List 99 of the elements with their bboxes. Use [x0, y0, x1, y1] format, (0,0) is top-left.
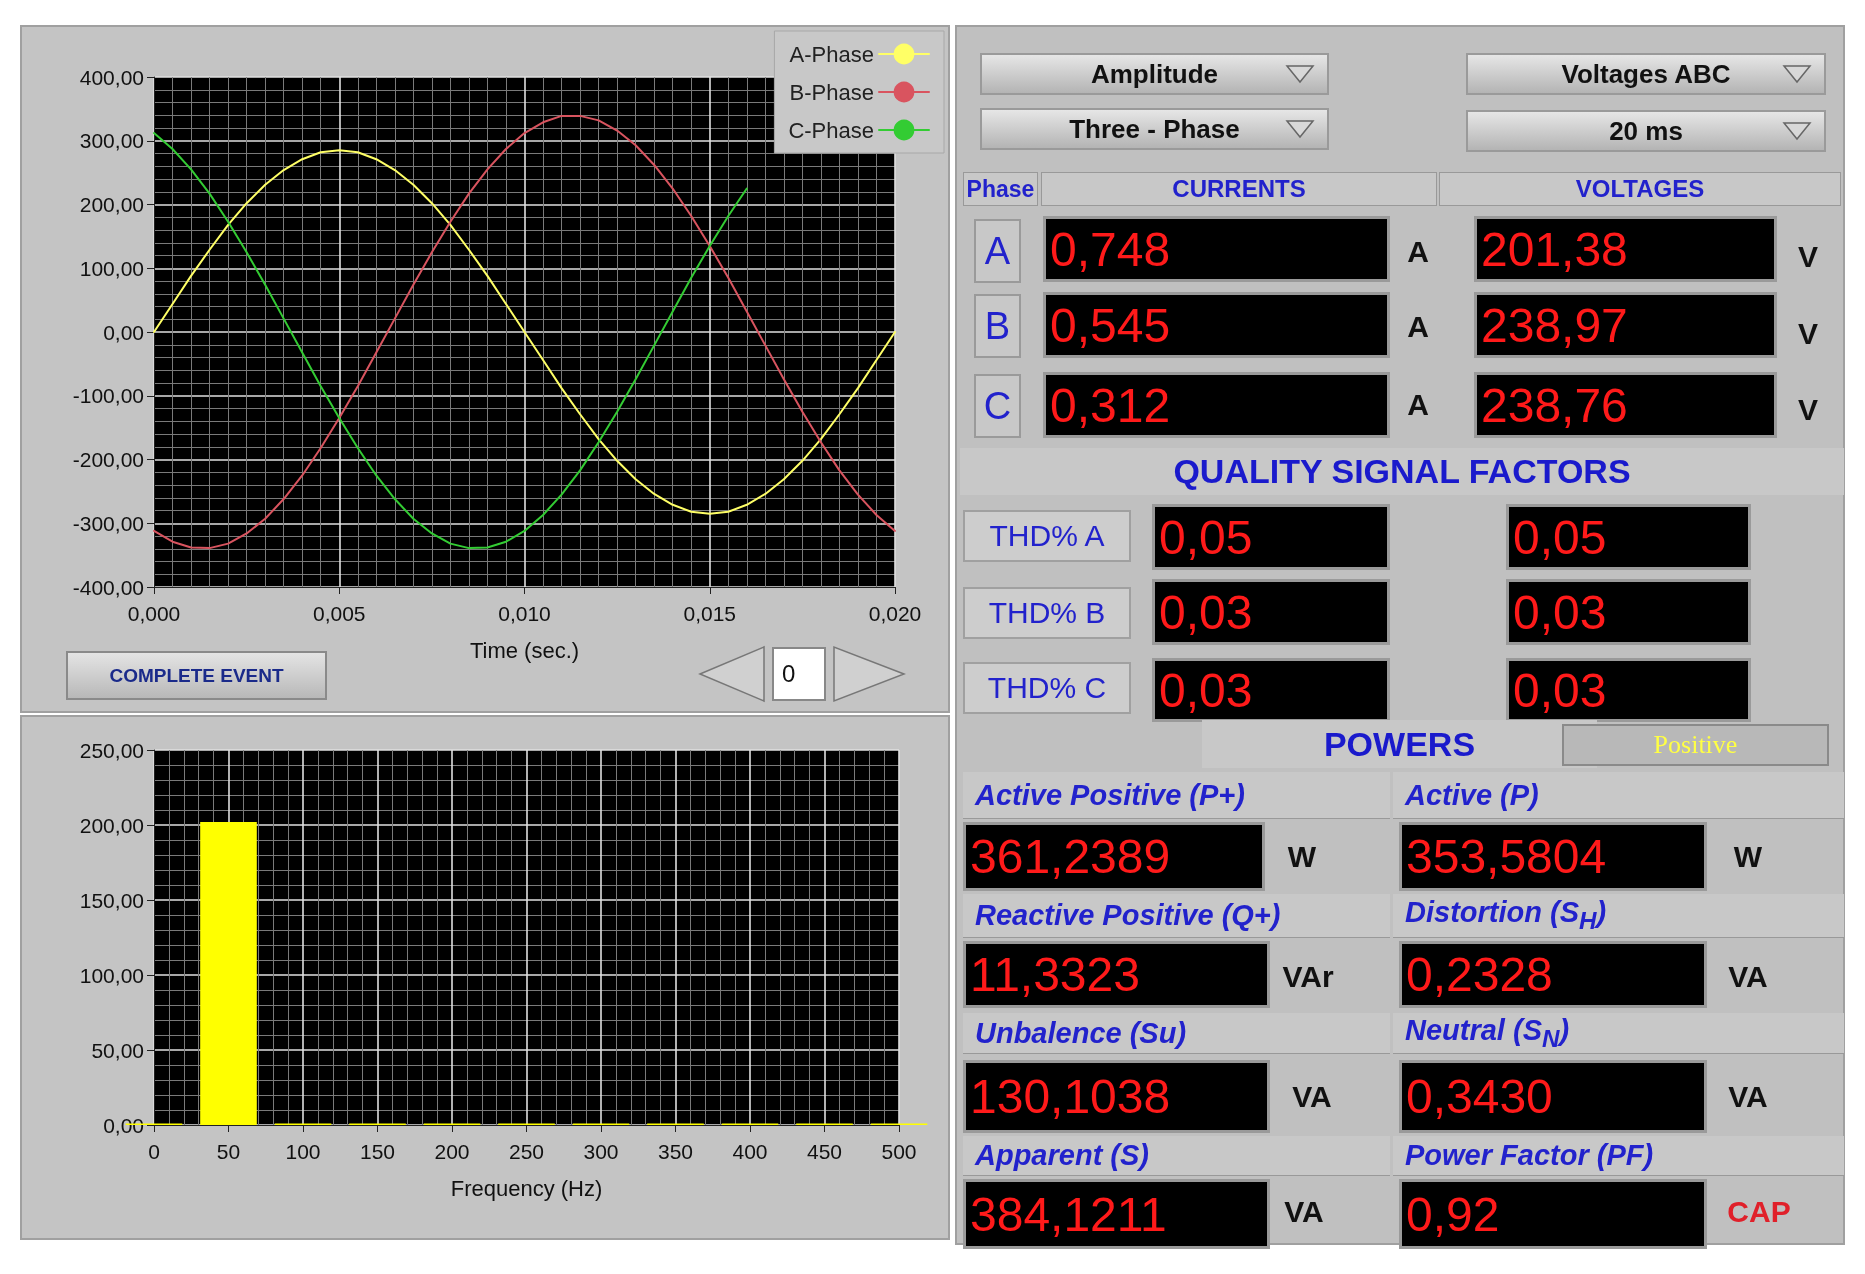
text: Phase	[966, 175, 1035, 203]
x-tick-label: 0,015	[683, 602, 737, 625]
text: 0,92	[1406, 1186, 1500, 1242]
x-tick-label: 0,020	[868, 602, 922, 625]
text: 0,748	[1050, 221, 1171, 277]
text: W	[1287, 840, 1317, 874]
text: Power Factor (PF)	[1405, 1139, 1654, 1172]
text: 0,03	[1513, 662, 1607, 718]
text: 238,97	[1481, 297, 1628, 353]
text: 0	[772, 647, 826, 701]
text: Apparent (S)	[975, 1139, 1149, 1172]
text: QUALITY SIGNAL FACTORS	[1173, 452, 1631, 491]
text: 20 ms	[1609, 115, 1683, 147]
text: 0,3430	[1406, 1069, 1553, 1124]
x-tick-label: 350	[657, 1140, 694, 1163]
y-tick-label: 100,00	[79, 963, 144, 987]
x-tick-label: 200	[434, 1140, 470, 1163]
text: Active (P)	[1405, 778, 1539, 812]
text: VA	[1728, 1080, 1768, 1114]
text: 238,76	[1481, 377, 1628, 433]
legend-label: C-Phase	[788, 117, 874, 143]
text: V	[1797, 240, 1818, 274]
line-series	[153, 132, 748, 550]
text: W	[1733, 840, 1763, 874]
x-tick-label: 100	[285, 1140, 321, 1163]
text: 0,03	[1159, 584, 1253, 640]
y-tick-label: 0,00	[103, 1113, 144, 1137]
x-tick-label: 500	[881, 1140, 917, 1163]
text: VAr	[1282, 960, 1334, 994]
legend-label: A-Phase	[789, 41, 874, 67]
text: Positive	[1653, 730, 1738, 760]
text: 201,38	[1481, 221, 1628, 277]
x-tick-label: 50	[216, 1140, 241, 1163]
text: THD% A	[989, 519, 1105, 553]
x-axis-title: Frequency (Hz)	[450, 1175, 603, 1201]
text: A	[1407, 310, 1429, 344]
text: 361,2389	[970, 829, 1171, 884]
text: 11,3323	[970, 947, 1140, 1002]
text: VA	[1284, 1195, 1324, 1229]
x-tick-label: 300	[583, 1140, 619, 1163]
text: 353,5804	[1406, 829, 1607, 884]
y-tick-label: 200,00	[79, 813, 144, 837]
x-tick-label: 250	[508, 1140, 545, 1163]
line-series	[153, 149, 896, 515]
x-tick-label: 0	[148, 1140, 160, 1163]
text: Voltages ABC	[1561, 58, 1731, 90]
text: A	[984, 229, 1011, 273]
x-tick-label: 0,010	[498, 602, 551, 625]
text: B	[984, 304, 1011, 348]
text: 130,1038	[970, 1069, 1171, 1124]
text: A	[1407, 388, 1429, 422]
text: Three - Phase	[1069, 113, 1240, 145]
text: Reactive Positive (Q+)	[975, 899, 1281, 932]
text: 0,03	[1513, 584, 1607, 640]
text: Distortion (S$_{H}$)	[1405, 896, 1607, 935]
y-tick-label: -100,00	[72, 384, 144, 408]
y-tick-label: 400,00	[79, 65, 144, 89]
x-tick-label: 450	[806, 1140, 843, 1163]
y-tick-label: 100,00	[79, 256, 144, 280]
text: Amplitude	[1090, 58, 1219, 90]
text: C	[983, 384, 1012, 428]
text: 0,03	[1159, 662, 1253, 718]
x-tick-label: 0,000	[127, 602, 181, 625]
text: 384,1211	[970, 1186, 1167, 1242]
text: 0,2328	[1406, 947, 1553, 1002]
x-tick-label: 400	[732, 1140, 768, 1163]
text: CURRENTS	[1172, 175, 1306, 203]
line-series	[153, 114, 896, 550]
y-tick-label: 200,00	[79, 193, 144, 216]
y-tick-label: -400,00	[72, 575, 144, 599]
text: THD% B	[988, 596, 1106, 630]
text: 0,545	[1050, 297, 1171, 353]
text: THD% C	[987, 671, 1107, 705]
text: COMPLETE EVENT	[66, 651, 327, 700]
text: Unbalence (Su)	[975, 1016, 1187, 1050]
x-tick-label: 0,005	[312, 602, 366, 625]
text: 0,05	[1513, 509, 1607, 565]
text: 0,05	[1159, 509, 1253, 565]
y-tick-label: 150,00	[79, 888, 144, 912]
y-tick-label: 0,00	[103, 320, 144, 344]
y-tick-label: -200,00	[72, 448, 144, 471]
text: V	[1797, 317, 1818, 351]
text: CAP	[1727, 1195, 1791, 1229]
y-tick-label: 300,00	[79, 129, 144, 153]
y-tick-label: 250,00	[79, 738, 144, 762]
text: A	[1407, 235, 1429, 269]
text: 0,312	[1050, 377, 1171, 433]
x-axis-title: Time (sec.)	[469, 637, 580, 663]
text: VA	[1292, 1080, 1332, 1114]
text: Neutral (S$_{N}$)	[1405, 1013, 1570, 1053]
y-tick-label: 50,00	[91, 1038, 144, 1062]
text: VOLTAGES	[1575, 175, 1705, 203]
x-tick-label: 150	[359, 1140, 396, 1163]
text: Active Positive (P+)	[975, 778, 1245, 812]
legend-label: B-Phase	[789, 79, 874, 105]
text: V	[1797, 393, 1818, 427]
text: POWERS	[1323, 724, 1476, 764]
text: VA	[1728, 960, 1768, 994]
y-tick-label: -300,00	[72, 511, 144, 535]
